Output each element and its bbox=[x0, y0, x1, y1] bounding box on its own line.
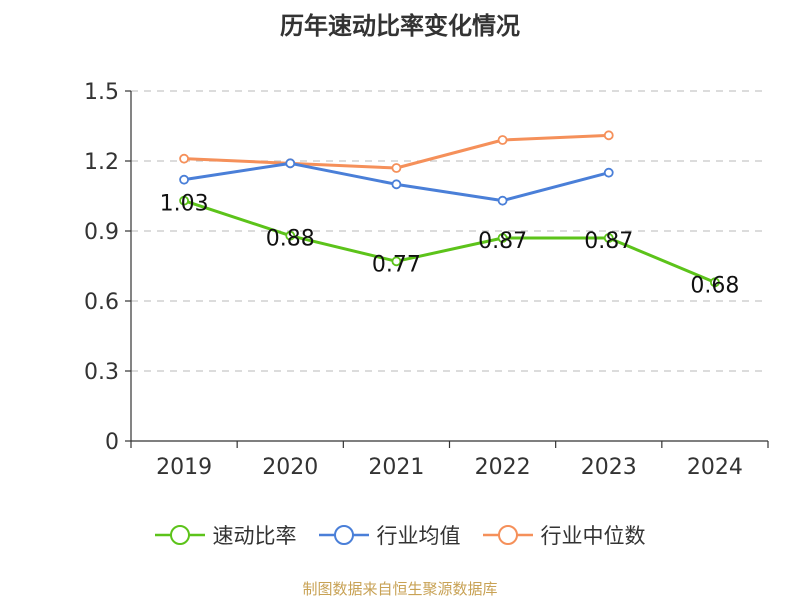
series-1-point-2021 bbox=[391, 179, 402, 190]
y-tick-label-5: 1.5 bbox=[84, 80, 119, 105]
y-tick-label-3: 0.9 bbox=[84, 220, 119, 245]
y-tick-label-2: 0.6 bbox=[84, 290, 119, 315]
legend: 速动比率 行业均值 行业中位数 bbox=[0, 520, 800, 550]
series-2-point-2019 bbox=[179, 153, 189, 164]
x-tick-label-2024: 2024 bbox=[687, 455, 743, 480]
data-label-2021: 0.77 bbox=[372, 252, 421, 277]
x-tick-label-2021: 2021 bbox=[368, 455, 424, 480]
series-0-point-2022 bbox=[497, 233, 508, 243]
x-tick-label-2020: 2020 bbox=[262, 455, 318, 480]
series-1-point-2023 bbox=[603, 167, 614, 178]
legend-label-quick-ratio: 速动比率 bbox=[212, 524, 297, 548]
legend-item-industry-median[interactable]: 行业中位数 bbox=[482, 520, 646, 550]
legend-label-industry-mean: 行业均值 bbox=[376, 524, 461, 548]
data-source-note: 制图数据来自恒生聚源数据库 bbox=[302, 580, 498, 598]
data-label-2022: 0.87 bbox=[478, 229, 527, 254]
series-0-point-2021 bbox=[391, 256, 402, 267]
x-tick-label-2022: 2022 bbox=[475, 455, 531, 480]
data-label-2019: 1.03 bbox=[160, 192, 209, 217]
x-tick-label-2019: 2019 bbox=[156, 455, 212, 480]
legend-item-quick-ratio[interactable]: 速动比率 bbox=[154, 520, 297, 550]
y-tick-label-4: 1.2 bbox=[84, 150, 119, 175]
series-0-point-2023 bbox=[603, 233, 614, 243]
legend-label-industry-median: 行业中位数 bbox=[540, 524, 646, 548]
series-0-point-2019 bbox=[179, 195, 189, 206]
series-0-point-2020 bbox=[285, 230, 296, 241]
series-0 bbox=[179, 195, 720, 288]
x-tick-label-2023: 2023 bbox=[581, 455, 637, 480]
legend-swatch-industry-mean bbox=[318, 525, 369, 545]
legend-item-industry-mean[interactable]: 行业均值 bbox=[318, 520, 461, 550]
series-1-point-2020 bbox=[285, 158, 296, 169]
data-label-2023: 0.87 bbox=[584, 229, 633, 254]
chart-title: 历年速动比率变化情况 bbox=[280, 12, 520, 40]
legend-swatch-quick-ratio bbox=[154, 525, 205, 545]
legend-swatch-industry-median bbox=[482, 525, 533, 545]
series-1 bbox=[179, 158, 614, 206]
series-line-0 bbox=[183, 199, 716, 284]
series-2-point-2021 bbox=[391, 163, 402, 173]
series-2 bbox=[179, 130, 614, 173]
series-1-point-2022 bbox=[497, 195, 508, 206]
data-label-2024: 0.68 bbox=[690, 273, 739, 298]
series-1-point-2019 bbox=[179, 174, 189, 185]
series-2-point-2023 bbox=[603, 130, 614, 141]
data-label-2020: 0.88 bbox=[266, 227, 315, 252]
y-tick-label-0: 0 bbox=[105, 430, 119, 455]
y-tick-label-1: 0.3 bbox=[84, 360, 119, 385]
series-0-point-2024 bbox=[710, 277, 720, 288]
series-2-point-2022 bbox=[497, 135, 508, 145]
